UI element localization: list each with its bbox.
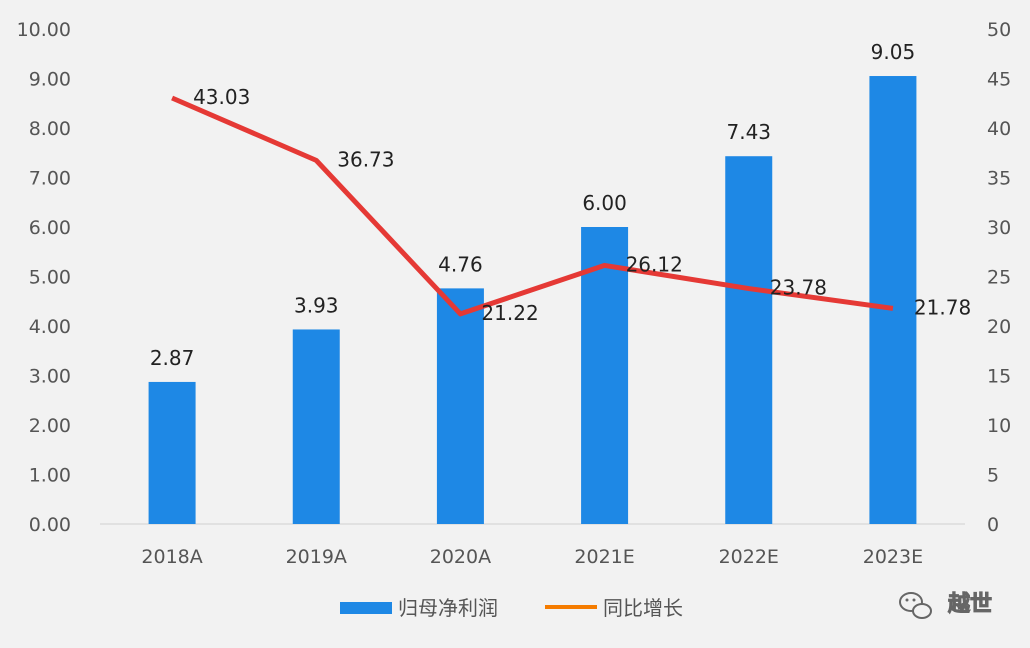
left-tick-label: 7.00 — [29, 168, 71, 190]
right-tick-label: 50 — [987, 19, 1011, 41]
bar-data-label: 7.43 — [726, 120, 771, 144]
watermark: 越世 — [899, 592, 993, 619]
left-tick-label: 8.00 — [29, 118, 71, 140]
left-tick-label: 10.00 — [17, 19, 71, 41]
x-tick-label: 2020A — [430, 546, 491, 568]
x-tick-label: 2018A — [141, 546, 202, 568]
right-tick-label: 0 — [987, 514, 999, 536]
bar — [292, 329, 340, 524]
watermark-text: 越世 — [947, 592, 992, 617]
left-tick-label: 4.00 — [29, 316, 71, 338]
x-axis: 2018A 2019A 2020A 2021E 2022E 2023E — [141, 546, 923, 568]
legend-label: 归母净利润 — [398, 596, 498, 620]
x-tick-label: 2021E — [574, 546, 634, 568]
left-tick-label: 9.00 — [29, 69, 71, 91]
bar — [869, 76, 917, 525]
line-data-label: 23.78 — [770, 276, 827, 300]
line-data-label: 21.22 — [481, 301, 538, 325]
right-tick-label: 5 — [987, 465, 999, 487]
left-tick-label: 0.00 — [29, 514, 71, 536]
right-tick-label: 10 — [987, 415, 1011, 437]
x-tick-label: 2019A — [286, 546, 347, 568]
bar-data-label: 2.87 — [150, 346, 195, 370]
bar — [436, 288, 484, 524]
legend-label: 同比增长 — [603, 596, 683, 620]
line-path — [171, 95, 894, 317]
left-tick-label: 6.00 — [29, 217, 71, 239]
wechat-icon — [899, 592, 932, 619]
line-data-labels: 43.03 36.73 21.22 26.12 23.78 21.78 — [193, 85, 971, 325]
x-tick-label: 2022E — [719, 546, 779, 568]
bar-data-labels: 2.87 3.93 4.76 6.00 7.43 9.05 — [150, 40, 915, 370]
line-data-label: 21.78 — [914, 295, 971, 319]
left-axis: 0.00 1.00 2.00 3.00 4.00 5.00 6.00 7.00 8.00 9.00… — [17, 19, 71, 536]
left-tick-label: 2.00 — [29, 415, 71, 437]
right-tick-label: 35 — [987, 168, 1011, 190]
x-tick-label: 2023E — [863, 546, 923, 568]
bar — [148, 381, 196, 524]
bar — [725, 156, 773, 524]
legend: 归母净利润 同比增长 — [340, 596, 683, 620]
line-data-label: 36.73 — [337, 147, 394, 171]
legend-swatch — [340, 602, 392, 614]
line-series — [171, 95, 894, 317]
line-data-label: 26.12 — [626, 252, 683, 276]
left-tick-label: 3.00 — [29, 366, 71, 388]
bar-data-label: 9.05 — [871, 40, 916, 64]
right-tick-label: 25 — [987, 267, 1011, 289]
right-tick-label: 30 — [987, 217, 1011, 239]
bar-data-label: 3.93 — [294, 293, 339, 317]
left-tick-label: 5.00 — [29, 267, 71, 289]
left-tick-label: 1.00 — [29, 465, 71, 487]
bar — [581, 227, 629, 524]
right-axis: 0 5 10 15 20 25 30 35 40 45 50 — [987, 19, 1011, 536]
right-tick-label: 20 — [987, 316, 1011, 338]
line-data-label: 43.03 — [193, 85, 250, 109]
right-tick-label: 45 — [987, 69, 1011, 91]
bar-series — [148, 76, 917, 525]
bar-data-label: 6.00 — [582, 191, 627, 215]
right-tick-label: 40 — [987, 118, 1011, 140]
bar-data-label: 4.76 — [438, 252, 483, 276]
right-tick-label: 15 — [987, 366, 1011, 388]
